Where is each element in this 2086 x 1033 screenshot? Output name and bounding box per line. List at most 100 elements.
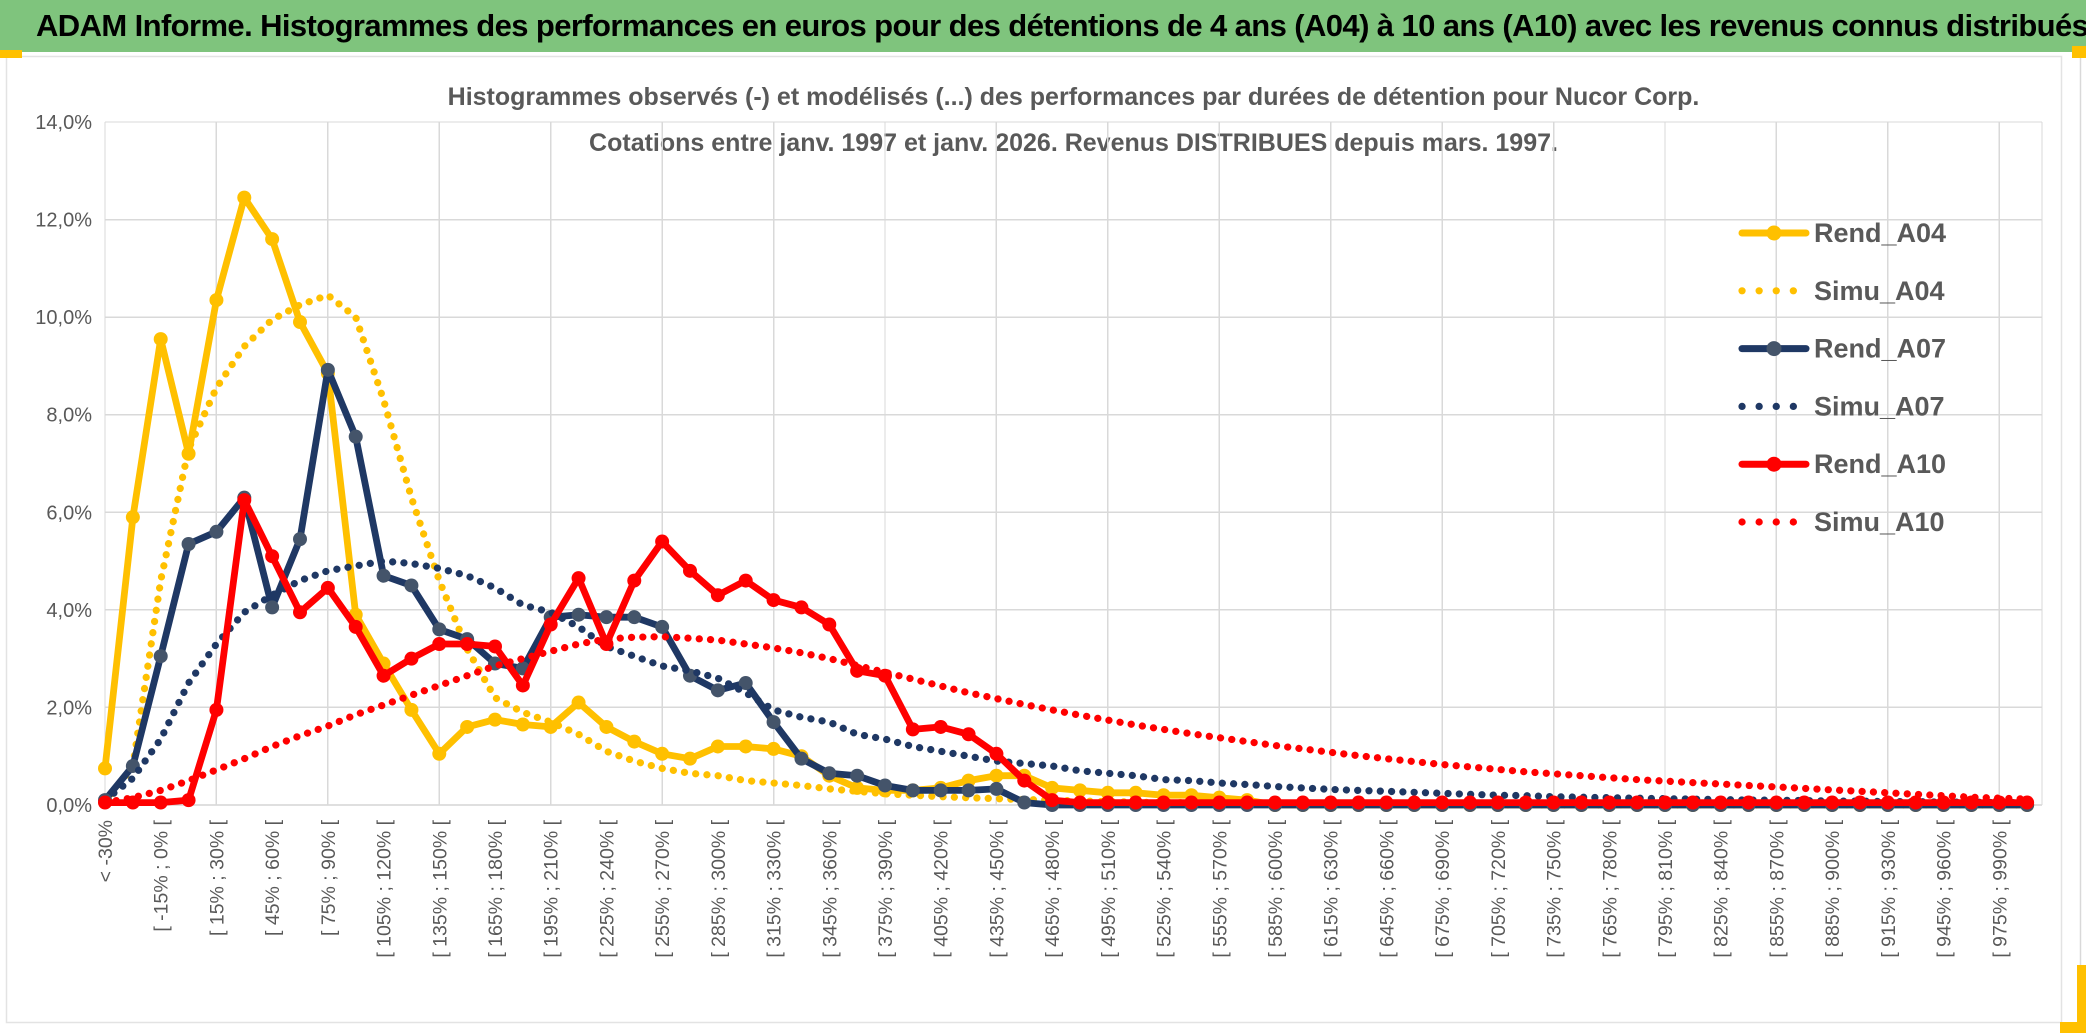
series-marker-Rend_A10: [905, 722, 920, 737]
y-axis-tick-label: 8,0%: [46, 405, 92, 427]
legend-label-Simu_A04: Simu_A04: [1814, 276, 1945, 306]
series-marker-Rend_A04: [682, 751, 697, 766]
y-axis-tick-label: 10,0%: [35, 307, 92, 329]
x-axis-tick-label: [ 135% ; 150% [: [429, 819, 451, 957]
series-marker-Rend_A10: [933, 719, 948, 734]
series-marker-Rend_A10: [1769, 795, 1784, 810]
series-marker-Rend_A10: [1546, 795, 1561, 810]
series-marker-Rend_A07: [710, 683, 725, 698]
series-marker-Rend_A10: [1574, 795, 1589, 810]
legend-label-Rend_A07: Rend_A07: [1814, 334, 1946, 364]
series-marker-Rend_A10: [376, 668, 391, 683]
series-marker-Rend_A07: [181, 536, 196, 551]
series-marker-Rend_A10: [1156, 795, 1171, 810]
series-marker-Rend_A07: [153, 649, 168, 664]
series-marker-Rend_A07: [599, 610, 614, 625]
chart-title: Histogrammes observés (-) et modélisés (…: [105, 74, 2042, 166]
x-axis-tick-label: [ 195% ; 210% [: [541, 819, 563, 957]
x-axis-tick-label: [ 945% ; 960% [: [1934, 819, 1956, 957]
x-axis-tick-label: [ 705% ; 720% [: [1488, 819, 1510, 957]
legend-marker-Rend_A07: [1766, 341, 1782, 357]
series-marker-Rend_A07: [989, 781, 1004, 796]
series-marker-Rend_A04: [125, 510, 140, 525]
series-marker-Rend_A04: [404, 702, 419, 717]
series-marker-Rend_A10: [265, 549, 280, 564]
series-marker-Rend_A10: [292, 605, 307, 620]
series-marker-Rend_A10: [738, 573, 753, 588]
series-marker-Rend_A10: [460, 637, 475, 652]
x-axis-tick-label: [ 525% ; 540% [: [1154, 819, 1176, 957]
series-marker-Rend_A10: [1267, 795, 1282, 810]
x-axis-tick-label: [ 375% ; 390% [: [875, 819, 897, 957]
series-marker-Rend_A10: [1657, 795, 1672, 810]
y-axis-tick-label: 14,0%: [35, 112, 92, 134]
legend-label-Rend_A04: Rend_A04: [1814, 218, 1946, 248]
legend-label-Simu_A07: Simu_A07: [1814, 391, 1945, 421]
x-axis-tick-label: [ 435% ; 450% [: [986, 819, 1008, 957]
gold-border-accent-top-right: [2072, 46, 2086, 58]
series-marker-Rend_A07: [376, 568, 391, 583]
series-marker-Rend_A10: [1518, 795, 1533, 810]
x-axis-tick-label: [ 75% ; 90% [: [318, 819, 340, 936]
legend-label-Simu_A10: Simu_A10: [1814, 507, 1945, 537]
series-marker-Rend_A10: [1741, 795, 1756, 810]
series-marker-Rend_A07: [1017, 795, 1032, 810]
series-marker-Rend_A10: [1797, 795, 1812, 810]
series-marker-Rend_A04: [292, 315, 307, 330]
series-marker-Rend_A10: [1295, 795, 1310, 810]
series-marker-Rend_A04: [460, 719, 475, 734]
series-marker-Rend_A10: [320, 580, 335, 595]
series-marker-Rend_A10: [571, 571, 586, 586]
series-marker-Rend_A10: [432, 637, 447, 652]
series-marker-Rend_A07: [961, 783, 976, 798]
x-axis-tick-label: [ 555% ; 570% [: [1209, 819, 1231, 957]
series-marker-Rend_A10: [181, 793, 196, 808]
legend-label-Rend_A10: Rend_A10: [1814, 449, 1946, 479]
x-axis-tick-label: [ 885% ; 900% [: [1822, 819, 1844, 957]
series-marker-Rend_A10: [989, 746, 1004, 761]
series-marker-Rend_A04: [237, 190, 252, 205]
series-marker-Rend_A10: [1602, 795, 1617, 810]
x-axis-tick-label: [ 285% ; 300% [: [708, 819, 730, 957]
chart-card-border: [5, 55, 2063, 1024]
series-marker-Rend_A04: [599, 719, 614, 734]
series-marker-Rend_A10: [1462, 795, 1477, 810]
series-marker-Rend_A10: [348, 619, 363, 634]
x-axis-tick-label: [ -15% ; 0% [: [151, 819, 173, 931]
x-axis-tick-label: [ 645% ; 660% [: [1376, 819, 1398, 957]
series-marker-Rend_A10: [404, 651, 419, 666]
series-marker-Rend_A07: [905, 783, 920, 798]
series-marker-Rend_A10: [1100, 795, 1115, 810]
x-axis-tick-label: [ 405% ; 420% [: [931, 819, 953, 957]
series-marker-Rend_A10: [1490, 795, 1505, 810]
y-axis-tick-label: 6,0%: [46, 502, 92, 524]
x-axis-tick-label: [ 255% ; 270% [: [652, 819, 674, 957]
x-axis-tick-label: [ 825% ; 840% [: [1711, 819, 1733, 957]
series-marker-Rend_A10: [682, 563, 697, 578]
x-axis-tick-label: [ 165% ; 180% [: [485, 819, 507, 957]
x-axis-tick-label: < -30%: [95, 820, 117, 882]
series-line-Simu_A04: [101, 291, 2031, 809]
series-marker-Rend_A04: [627, 734, 642, 749]
series-marker-Rend_A04: [1072, 783, 1087, 798]
series-marker-Rend_A04: [1128, 785, 1143, 800]
series-marker-Rend_A10: [487, 639, 502, 654]
series-marker-Rend_A10: [1351, 795, 1366, 810]
report-header-title: ADAM Informe. Histogrammes des performan…: [0, 0, 2086, 52]
series-marker-Rend_A07: [794, 751, 809, 766]
series-marker-Rend_A10: [1323, 795, 1338, 810]
x-axis-tick-label: [ 225% ; 240% [: [596, 819, 618, 957]
series-marker-Rend_A04: [432, 746, 447, 761]
series-marker-Rend_A07: [292, 532, 307, 547]
series-marker-Rend_A04: [153, 332, 168, 347]
series-marker-Rend_A04: [1045, 780, 1060, 795]
x-axis-tick-label: [ 975% ; 990% [: [1989, 819, 2011, 957]
series-marker-Rend_A07: [348, 429, 363, 444]
series-marker-Rend_A10: [1407, 795, 1422, 810]
series-marker-Rend_A07: [850, 768, 865, 783]
x-axis-tick-label: [ 675% ; 690% [: [1432, 819, 1454, 957]
x-axis-tick-label: [ 765% ; 780% [: [1599, 819, 1621, 957]
y-axis-tick-label: 0,0%: [46, 795, 92, 817]
series-marker-Rend_A04: [766, 741, 781, 756]
